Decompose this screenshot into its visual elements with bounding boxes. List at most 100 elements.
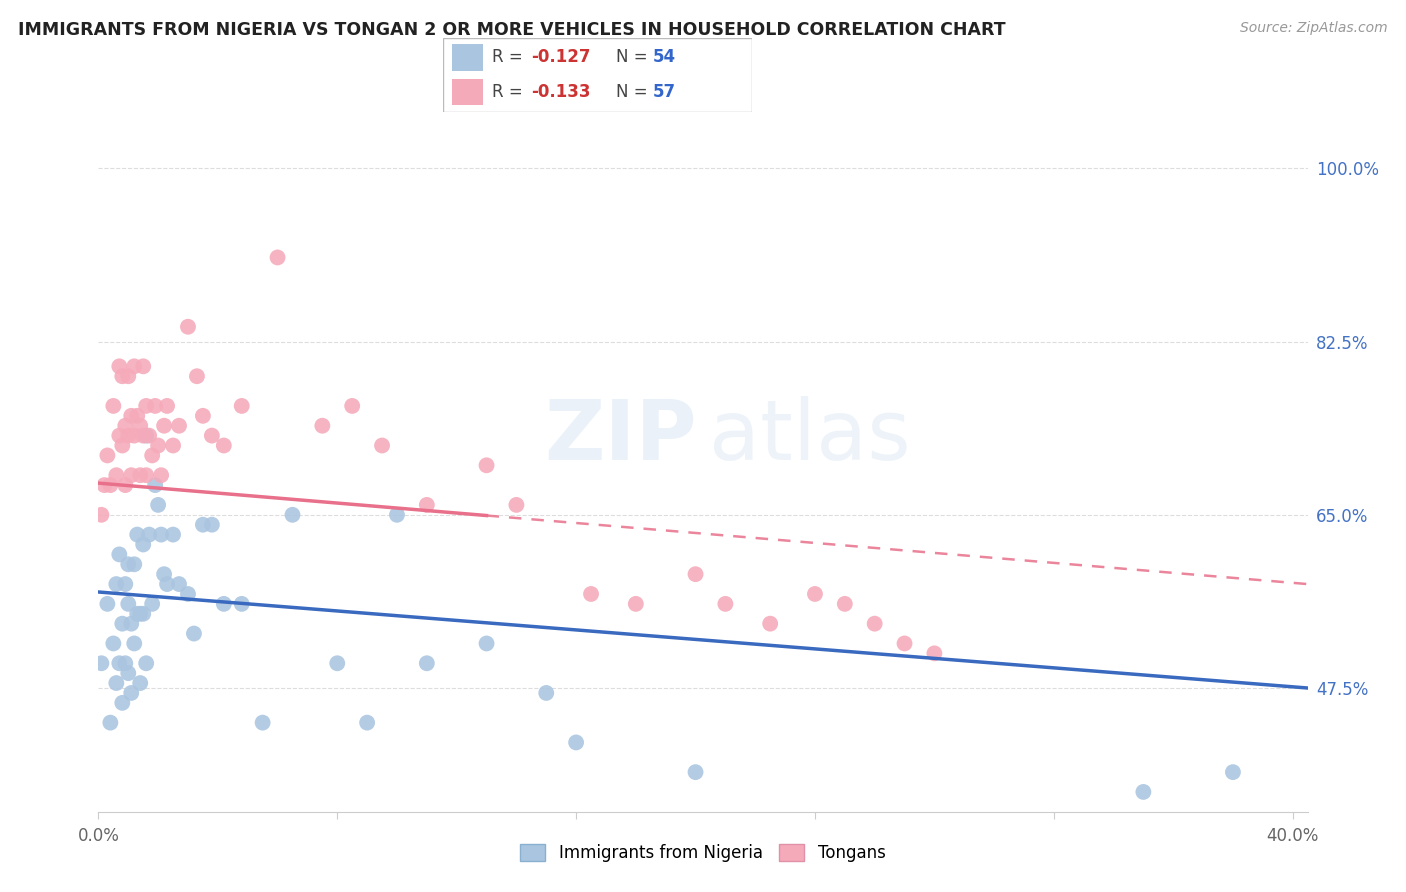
Point: [167, 577, 190, 591]
Point: [96, 597, 118, 611]
Point: [153, 567, 176, 582]
Point: [201, 428, 224, 442]
Point: [111, 369, 134, 384]
Point: [98, 715, 121, 730]
Point: [177, 319, 200, 334]
Point: [103, 399, 125, 413]
Point: [505, 498, 527, 512]
Point: [127, 409, 149, 423]
Point: [385, 508, 408, 522]
Bar: [453, 45, 484, 70]
Point: [162, 527, 184, 541]
Point: [579, 587, 602, 601]
Point: [231, 399, 253, 413]
Point: [281, 508, 304, 522]
Point: [105, 577, 128, 591]
Text: 57: 57: [654, 83, 676, 101]
Point: [162, 438, 184, 452]
Text: 54: 54: [654, 48, 676, 66]
Point: [117, 428, 139, 442]
Point: [120, 686, 142, 700]
Point: [212, 438, 235, 452]
Point: [685, 765, 707, 780]
Point: [120, 409, 142, 423]
Point: [108, 548, 131, 562]
Point: [132, 428, 155, 442]
Point: [122, 359, 145, 374]
Point: [90, 657, 112, 671]
Point: [416, 498, 439, 512]
Point: [135, 468, 157, 483]
Point: [129, 607, 152, 621]
Text: IMMIGRANTS FROM NIGERIA VS TONGAN 2 OR MORE VEHICLES IN HOUSEHOLD CORRELATION CH: IMMIGRANTS FROM NIGERIA VS TONGAN 2 OR M…: [18, 21, 1005, 38]
Point: [416, 657, 439, 671]
Point: [143, 399, 166, 413]
Point: [132, 537, 155, 551]
Point: [111, 696, 134, 710]
Point: [685, 567, 707, 582]
Point: [150, 468, 173, 483]
Point: [122, 636, 145, 650]
Point: [114, 657, 136, 671]
Text: ZIP: ZIP: [544, 395, 697, 476]
Point: [135, 399, 157, 413]
Point: [129, 676, 152, 690]
Point: [114, 418, 136, 433]
Point: [122, 428, 145, 442]
Point: [108, 428, 131, 442]
FancyBboxPatch shape: [443, 38, 752, 112]
Point: [129, 418, 152, 433]
Point: [804, 587, 827, 601]
Point: [356, 715, 378, 730]
Point: [191, 409, 214, 423]
Point: [111, 438, 134, 452]
Text: N =: N =: [616, 83, 652, 101]
Point: [1132, 785, 1154, 799]
Point: [893, 636, 915, 650]
Point: [135, 428, 157, 442]
Point: [108, 359, 131, 374]
Text: -0.133: -0.133: [531, 83, 591, 101]
Point: [326, 657, 349, 671]
Point: [183, 626, 205, 640]
Point: [93, 478, 115, 492]
Point: [340, 399, 363, 413]
Point: [167, 418, 190, 433]
Point: [266, 251, 288, 265]
Point: [371, 438, 394, 452]
Point: [105, 676, 128, 690]
Text: atlas: atlas: [709, 395, 911, 476]
Legend: Immigrants from Nigeria, Tongans: Immigrants from Nigeria, Tongans: [513, 837, 893, 869]
Point: [1222, 765, 1244, 780]
Point: [624, 597, 647, 611]
Text: Source: ZipAtlas.com: Source: ZipAtlas.com: [1240, 21, 1388, 35]
Point: [132, 359, 155, 374]
Point: [114, 478, 136, 492]
Point: [252, 715, 274, 730]
Point: [114, 577, 136, 591]
Point: [924, 646, 946, 660]
Point: [108, 657, 131, 671]
Point: [231, 597, 253, 611]
Point: [150, 527, 173, 541]
Point: [212, 597, 235, 611]
Point: [132, 607, 155, 621]
Text: N =: N =: [616, 48, 652, 66]
Point: [135, 657, 157, 671]
Point: [138, 527, 160, 541]
Point: [98, 478, 121, 492]
Point: [117, 369, 139, 384]
Point: [90, 508, 112, 522]
Point: [146, 438, 169, 452]
Point: [111, 616, 134, 631]
Point: [311, 418, 333, 433]
Text: R =: R =: [492, 83, 529, 101]
Point: [475, 636, 498, 650]
Point: [117, 666, 139, 681]
Point: [127, 607, 149, 621]
Point: [141, 449, 163, 463]
Point: [863, 616, 886, 631]
Point: [186, 369, 208, 384]
Point: [714, 597, 737, 611]
Point: [138, 428, 160, 442]
